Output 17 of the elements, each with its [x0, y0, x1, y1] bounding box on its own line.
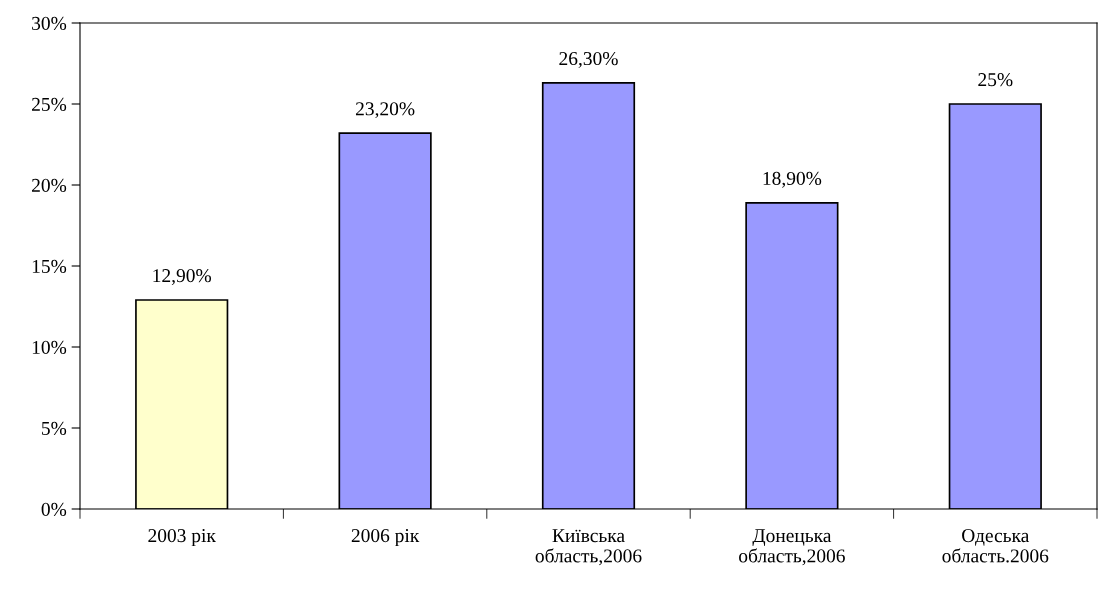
data-label: 26,30%	[559, 51, 618, 68]
y-tick-label: 10%	[32, 340, 67, 354]
data-label: 12,90%	[153, 269, 212, 285]
y-tick-label: 30%	[32, 16, 67, 30]
y-tick-label: 20%	[32, 178, 67, 192]
x-tick-label: Київська область,2006	[535, 529, 642, 566]
y-tick-label: 0%	[41, 502, 67, 516]
y-tick-label: 15%	[32, 259, 67, 273]
x-tick-label: Донецька область,2006	[739, 529, 845, 566]
x-tick-label: Одеська область.2006	[942, 529, 1049, 563]
data-label: 18,90%	[763, 171, 822, 188]
y-tick-label: 5%	[42, 421, 67, 435]
data-label: 25%	[978, 73, 1013, 87]
x-tick-label: 2006 рік	[351, 529, 420, 547]
data-label: 23,20%	[355, 102, 415, 119]
y-tick-label: 25%	[32, 97, 67, 111]
x-tick-label: 2003 рік	[148, 529, 216, 547]
